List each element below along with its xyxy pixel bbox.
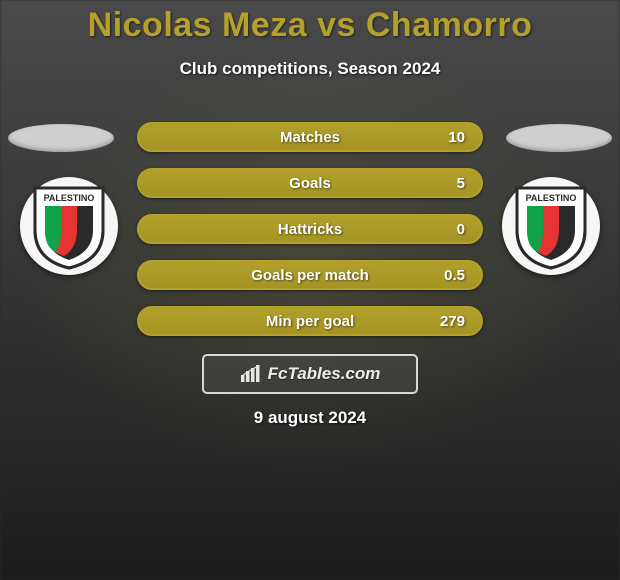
bar-chart-icon	[240, 365, 262, 383]
date-label: 9 august 2024	[0, 408, 620, 428]
club-crest-left: PALESTINO	[20, 177, 118, 275]
stat-right-value: 0	[425, 221, 465, 238]
stat-row: Hattricks 0	[137, 214, 483, 244]
watermark-box: FcTables.com	[202, 354, 418, 394]
stat-label: Matches	[280, 129, 340, 146]
player-left-avatar-placeholder	[8, 124, 114, 152]
svg-text:PALESTINO: PALESTINO	[526, 193, 577, 203]
subtitle: Club competitions, Season 2024	[0, 59, 620, 79]
stat-row: Goals per match 0.5	[137, 260, 483, 290]
club-crest-right: PALESTINO	[502, 177, 600, 275]
stat-right-value: 10	[425, 129, 465, 146]
stats-list: Matches 10 Goals 5 Hattricks 0 Goals per match…	[137, 122, 483, 336]
stat-label: Goals	[289, 175, 331, 192]
stat-row: Goals 5	[137, 168, 483, 198]
stat-right-value: 5	[425, 175, 465, 192]
stat-right-value: 0.5	[425, 267, 465, 284]
page-title: Nicolas Meza vs Chamorro	[0, 0, 620, 45]
stat-label: Min per goal	[266, 313, 354, 330]
watermark-text: FcTables.com	[268, 364, 381, 384]
stat-row: Min per goal 279	[137, 306, 483, 336]
stat-right-value: 279	[425, 313, 465, 330]
svg-text:PALESTINO: PALESTINO	[44, 193, 95, 203]
stat-label: Goals per match	[251, 267, 369, 284]
player-right-avatar-placeholder	[506, 124, 612, 152]
stat-label: Hattricks	[278, 221, 342, 238]
stat-row: Matches 10	[137, 122, 483, 152]
